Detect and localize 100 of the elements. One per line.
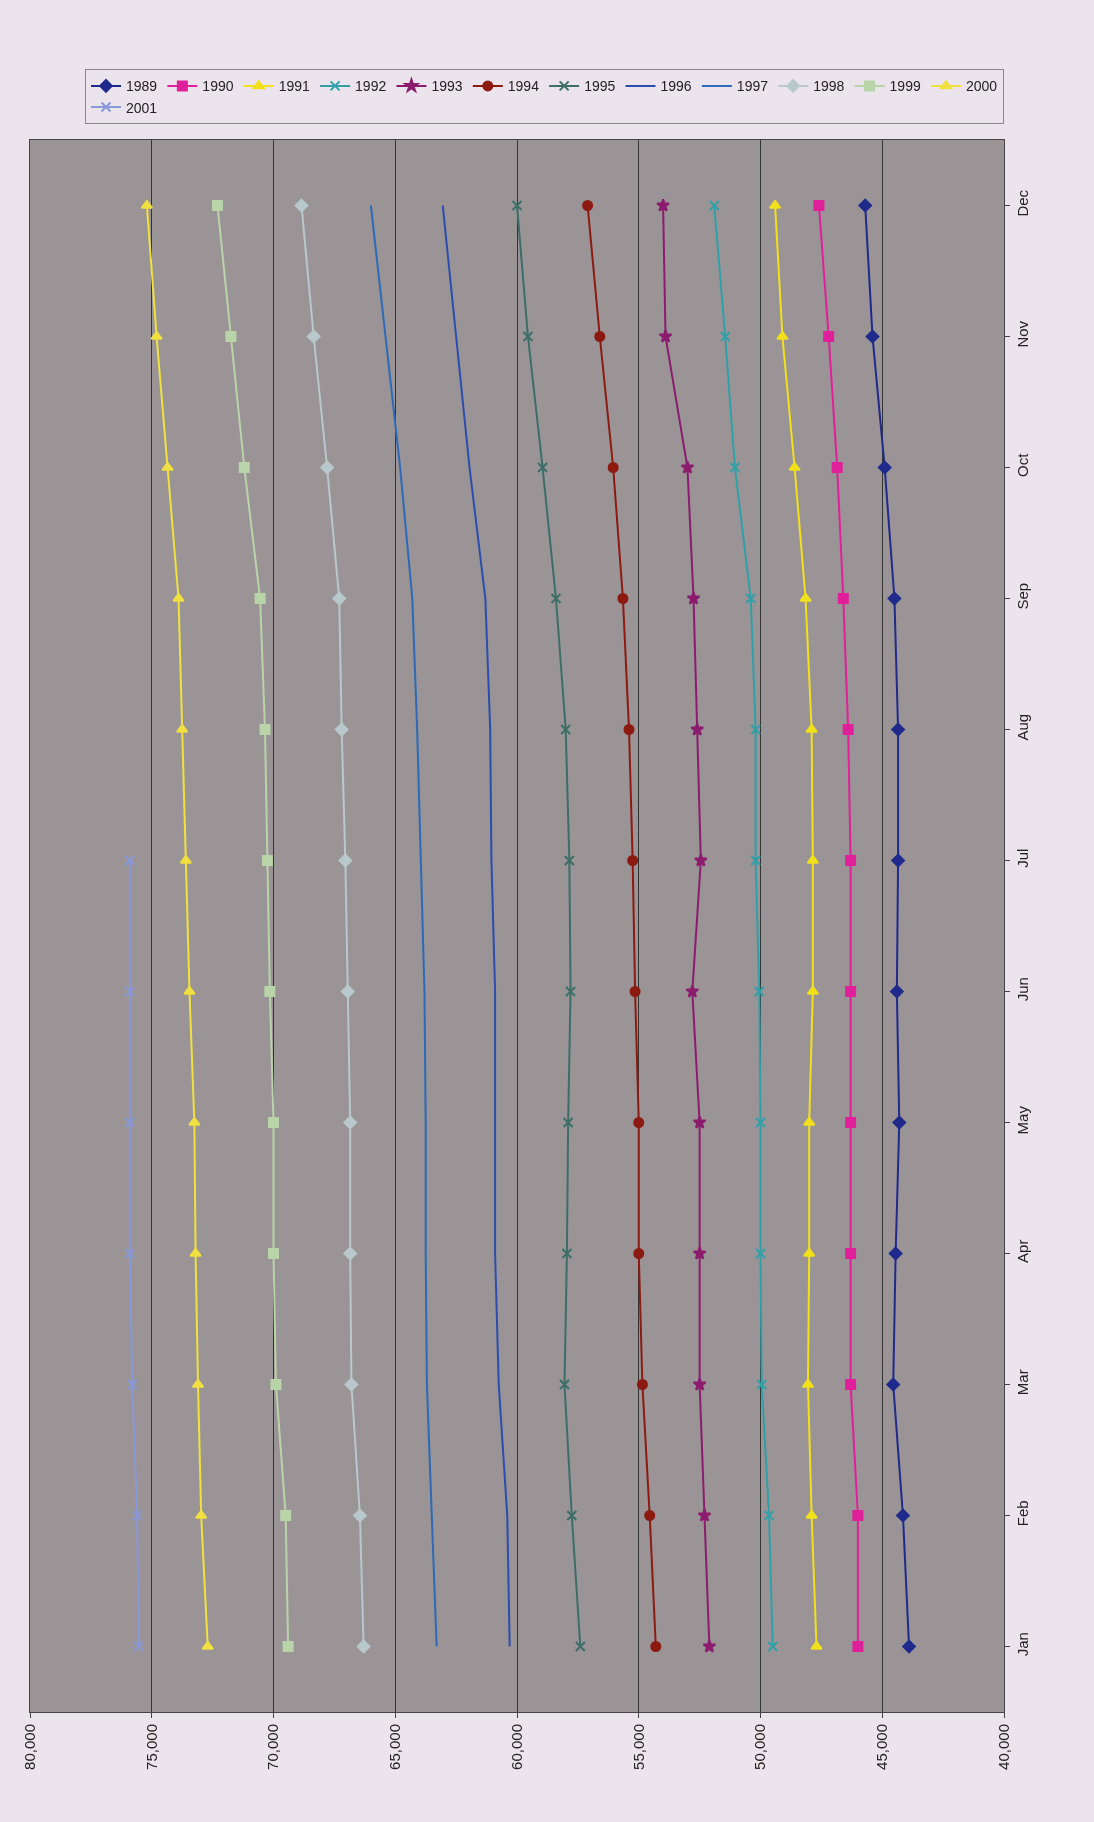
point: [343, 1246, 358, 1261]
point: [686, 591, 701, 605]
y-tick-label: Jan: [1014, 1632, 1031, 1657]
point: [282, 1641, 294, 1652]
point: [755, 1248, 766, 1259]
point: [685, 984, 700, 998]
point: [708, 200, 720, 211]
legend-label: 1999: [889, 78, 921, 95]
point: [756, 1379, 768, 1390]
point: [767, 1641, 779, 1652]
point: [831, 462, 843, 473]
point: [845, 1117, 857, 1128]
point: [845, 986, 857, 997]
point: [254, 593, 266, 604]
legend-label: 1997: [736, 78, 769, 95]
point: [356, 1639, 371, 1654]
point: [550, 593, 562, 604]
point: [562, 1117, 574, 1128]
point: [693, 853, 708, 867]
point: [753, 986, 765, 997]
point: [225, 331, 237, 342]
point: [902, 1639, 916, 1654]
legend-label: 1994: [507, 78, 540, 95]
point: [565, 986, 577, 997]
point: [633, 1117, 645, 1128]
point: [259, 724, 271, 735]
point: [896, 1508, 910, 1523]
point: [560, 724, 572, 735]
point: [124, 1117, 136, 1128]
point: [574, 1641, 586, 1652]
point: [353, 1508, 367, 1523]
point: [702, 1639, 717, 1653]
point: [558, 1379, 570, 1390]
point: [680, 460, 695, 474]
point: [261, 855, 273, 866]
point: [852, 1641, 864, 1652]
point: [692, 1377, 707, 1391]
x-tick-label: 50,000: [751, 1724, 769, 1770]
point: [582, 200, 594, 211]
point: [343, 1115, 358, 1130]
point: [644, 1510, 656, 1521]
point: [124, 855, 136, 866]
y-tick-label: Jul: [1014, 848, 1031, 868]
point: [890, 984, 904, 999]
point: [561, 1248, 573, 1259]
point: [340, 984, 355, 999]
point: [813, 200, 825, 211]
point: [607, 462, 619, 473]
point: [658, 329, 673, 343]
point: [692, 1246, 707, 1260]
point: [837, 593, 849, 604]
point: [892, 1115, 907, 1130]
point: [306, 329, 321, 344]
point: [131, 1510, 143, 1521]
point: [270, 1379, 282, 1390]
point: [124, 986, 136, 997]
y-tick-label: Oct: [1014, 452, 1031, 477]
point: [264, 986, 276, 997]
legend-label: 1993: [431, 78, 463, 95]
x-tick-label: 40,000: [994, 1724, 1012, 1770]
point: [887, 591, 902, 606]
point: [238, 462, 250, 473]
point: [755, 1117, 766, 1128]
y-tick-label: Nov: [1014, 320, 1031, 348]
point: [344, 1377, 359, 1392]
y-tick-label: Mar: [1014, 1369, 1031, 1396]
y-tick-label: Apr: [1014, 1239, 1031, 1263]
point: [133, 1641, 145, 1652]
point: [745, 593, 757, 604]
point: [511, 200, 523, 211]
point: [845, 1379, 857, 1390]
point: [750, 855, 762, 866]
point: [332, 591, 347, 606]
point: [891, 853, 905, 868]
point: [858, 198, 873, 213]
legend-label: 1989: [126, 78, 158, 95]
point: [627, 855, 639, 866]
y-tick-label: May: [1014, 1105, 1031, 1135]
legend-label: 1998: [813, 78, 845, 95]
point: [891, 722, 905, 737]
y-tick-label: Feb: [1014, 1500, 1031, 1527]
point: [126, 1379, 138, 1390]
legend-label: 1995: [584, 78, 616, 95]
point: [697, 1508, 712, 1522]
point: [537, 462, 549, 473]
point: [294, 198, 309, 213]
point: [852, 1510, 864, 1521]
x-tick-label: 65,000: [386, 1724, 404, 1770]
point: [211, 200, 223, 211]
point: [865, 329, 880, 344]
point: [763, 1510, 775, 1521]
x-tick-label: 55,000: [629, 1724, 647, 1770]
point: [729, 462, 741, 473]
y-tick-label: Sep: [1014, 582, 1031, 610]
x-tick-label: 75,000: [142, 1724, 160, 1770]
x-tick-label: 60,000: [507, 1724, 525, 1770]
point: [617, 593, 629, 604]
point: [338, 853, 353, 868]
x-tick-label: 70,000: [264, 1724, 282, 1770]
point: [280, 1510, 292, 1521]
